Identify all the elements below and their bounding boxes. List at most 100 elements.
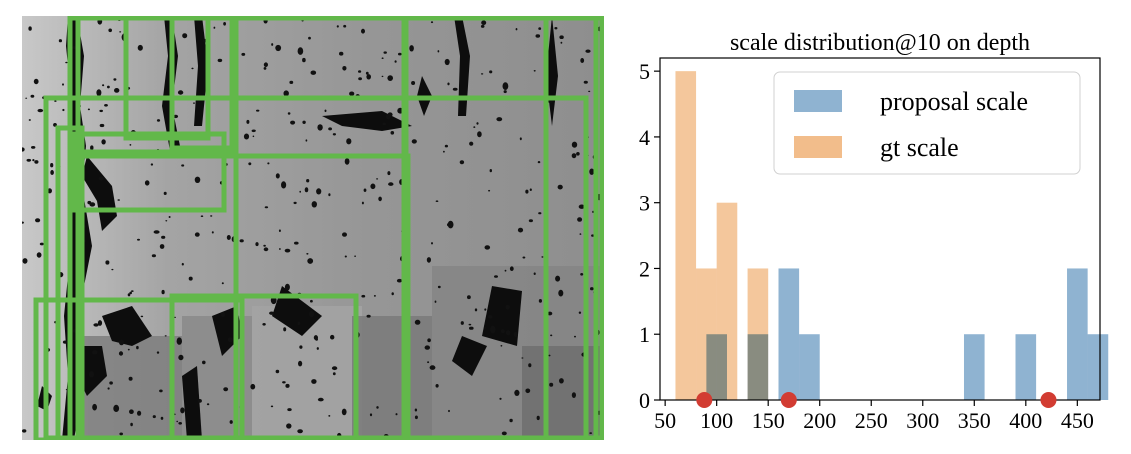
depth-speckle (223, 387, 229, 392)
proposal-box (123, 16, 211, 141)
y-tick-label: 2 (639, 256, 650, 281)
depth-speckle (221, 311, 225, 317)
depth-speckle (302, 120, 306, 125)
x-tick-label: 150 (752, 408, 785, 433)
depth-speckle (468, 323, 472, 326)
depth-speckle (578, 204, 585, 209)
depth-speckle (117, 199, 120, 201)
depth-speckle (159, 389, 163, 393)
depth-speckle (256, 109, 260, 112)
depth-speckle (164, 335, 167, 337)
depth-speckle (354, 255, 356, 257)
depth-speckle (574, 335, 576, 338)
depth-speckle (381, 57, 384, 59)
proposal-box (543, 16, 604, 440)
depth-speckle (174, 316, 176, 318)
depth-speckle (332, 372, 336, 376)
depth-speckle (26, 158, 32, 162)
depth-speckle (217, 58, 223, 63)
depth-speckle (366, 74, 372, 80)
depth-speckle (444, 144, 448, 148)
depth-speckle (213, 26, 216, 29)
depth-speckle (165, 220, 168, 222)
depth-speckle (108, 28, 112, 33)
depth-speckle (430, 21, 434, 24)
depth-speckle (127, 348, 130, 351)
depth-speckle (444, 58, 450, 66)
depth-speckle (317, 124, 323, 131)
depth-speckle (96, 89, 102, 97)
legend: proposal scale gt scale (773, 71, 1081, 175)
depth-speckle (328, 127, 332, 131)
depth-speckle (480, 73, 484, 75)
depth-speckle (514, 389, 520, 396)
depth-speckle (239, 239, 244, 243)
depth-speckle (161, 289, 165, 295)
depth-speckle (431, 242, 433, 245)
depth-speckle (193, 102, 195, 104)
depth-speckle (559, 378, 564, 384)
depth-speckle (525, 388, 531, 394)
depth-speckle (576, 152, 580, 156)
depth-speckle (528, 219, 533, 223)
depth-speckle (137, 410, 142, 416)
depth-speckle (62, 340, 68, 344)
depth-speckle (293, 201, 297, 205)
depth-speckle (414, 415, 418, 420)
depth-speckle (517, 227, 524, 233)
depth-speckle (267, 162, 270, 165)
proposal-bar (799, 334, 820, 400)
depth-speckle (474, 308, 478, 312)
depth-speckle (129, 144, 132, 146)
proposal-box (33, 297, 245, 440)
depth-speckle (129, 291, 132, 295)
depth-speckle (287, 112, 291, 115)
depth-speckle (424, 345, 430, 350)
depth-speckle (459, 160, 465, 165)
depth-speckle (571, 153, 577, 159)
depth-speckle (484, 308, 487, 311)
depth-speckle (156, 351, 160, 354)
depth-speckle (426, 257, 431, 263)
depth-speckle (513, 331, 518, 338)
depth-speckle (427, 338, 431, 343)
gt-bar (716, 202, 738, 400)
depth-speckle (90, 145, 94, 150)
depth-speckle (473, 126, 476, 128)
scale-histogram-chart: scale distribution@10 on depth 50 100 150 2… (639, 30, 1109, 433)
depth-speckle (279, 248, 281, 250)
depth-speckle (180, 407, 185, 414)
plot-frame (659, 57, 1101, 401)
depth-speckle (144, 180, 150, 186)
depth-speckle (460, 321, 464, 325)
y-tick-label: 4 (639, 125, 650, 150)
depth-speckle (555, 275, 561, 282)
depth-speckle (87, 200, 92, 205)
depth-speckle (489, 70, 493, 74)
depth-speckle (585, 49, 591, 53)
depth-speckle (287, 408, 292, 412)
depth-speckle (538, 27, 542, 30)
depth-speckle (342, 232, 347, 237)
depth-speckle (501, 431, 507, 436)
depth-speckle (414, 408, 418, 412)
legend-label: proposal scale (880, 87, 1028, 116)
depth-speckle (571, 392, 577, 398)
depth-speckle (151, 254, 156, 258)
depth-speckle (263, 244, 266, 247)
depth-speckle (525, 189, 529, 194)
depth-speckle (163, 191, 167, 195)
scale-marker (696, 392, 713, 408)
depth-speckle (358, 77, 362, 81)
depth-speckle (477, 131, 482, 138)
depth-speckle (339, 51, 344, 56)
depth-speckle (316, 188, 322, 195)
depth-speckle (127, 293, 131, 297)
proposal-bar (1067, 268, 1088, 400)
depth-speckle (263, 62, 268, 67)
depth-speckle (366, 314, 371, 318)
depth-speckle (328, 193, 331, 197)
depth-speckle (294, 241, 299, 245)
depth-speckle (178, 354, 184, 361)
depth-speckle (583, 80, 588, 84)
